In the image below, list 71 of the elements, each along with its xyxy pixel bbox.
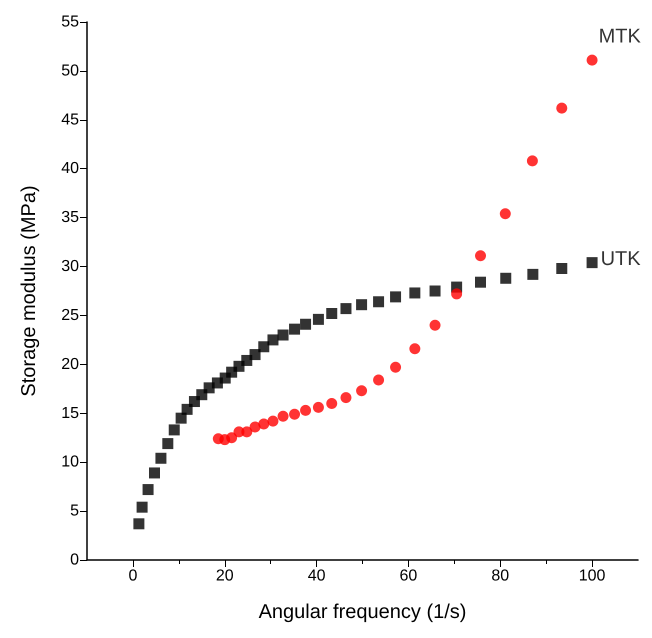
- x-tick-label: 80: [491, 568, 510, 584]
- point: [340, 303, 352, 314]
- x-tick-label: 20: [216, 568, 234, 584]
- x-tick-label: 40: [308, 568, 326, 584]
- point: [430, 286, 441, 296]
- point: [278, 410, 289, 422]
- y-tick-label: 40: [61, 160, 80, 178]
- point: [373, 374, 384, 386]
- point: [168, 424, 180, 436]
- point: [340, 392, 352, 404]
- point: [526, 155, 538, 166]
- y-tick-label: 20: [61, 356, 80, 373]
- x-tick-label: 60: [400, 568, 418, 584]
- y-axis-title: Storage modulus (MPa): [18, 185, 40, 397]
- point: [475, 250, 486, 262]
- point: [148, 467, 160, 478]
- point: [136, 502, 148, 513]
- point: [451, 288, 462, 300]
- point: [356, 385, 368, 396]
- point: [155, 452, 166, 464]
- y-tick-label: 50: [61, 62, 80, 80]
- point: [267, 416, 278, 427]
- series-label: UTK: [600, 248, 642, 270]
- y-tick-label: 30: [61, 258, 80, 276]
- point: [586, 54, 598, 66]
- point: [289, 324, 300, 335]
- point: [373, 296, 384, 308]
- point: [142, 484, 154, 496]
- y-tick-label: 25: [61, 306, 80, 324]
- point: [500, 208, 511, 220]
- y-tick-label: 5: [70, 502, 80, 520]
- point: [409, 343, 420, 354]
- point: [133, 518, 144, 530]
- point: [162, 438, 174, 450]
- point: [312, 402, 324, 413]
- point: [527, 268, 538, 280]
- point: [326, 398, 338, 409]
- x-axis-title: Angular frequency (1/s): [258, 601, 466, 623]
- y-tick-label: 0: [70, 552, 80, 568]
- point: [226, 432, 238, 444]
- point: [390, 291, 402, 302]
- point: [278, 330, 289, 341]
- point: [289, 408, 300, 420]
- point: [390, 362, 402, 373]
- point: [250, 421, 261, 432]
- point: [326, 308, 338, 319]
- point: [556, 263, 568, 274]
- y-tick-label: 15: [61, 404, 80, 422]
- point: [300, 318, 312, 330]
- y-tick-label: 10: [61, 454, 80, 471]
- point: [556, 102, 568, 114]
- point: [258, 418, 270, 430]
- y-tick-label: 45: [61, 111, 80, 128]
- point: [356, 299, 368, 310]
- point: [430, 320, 441, 331]
- point: [586, 257, 598, 268]
- x-tick-label: 0: [128, 568, 138, 584]
- point: [312, 314, 324, 325]
- point: [409, 287, 420, 298]
- point: [241, 426, 252, 438]
- series-label: MTK: [598, 26, 642, 48]
- point: [500, 272, 512, 284]
- x-tick-label: 100: [578, 568, 606, 584]
- point: [475, 276, 486, 288]
- point: [258, 341, 270, 352]
- point: [250, 349, 261, 360]
- point: [182, 404, 193, 415]
- point: [267, 334, 278, 346]
- y-tick-label: 35: [61, 209, 80, 226]
- point: [300, 404, 312, 416]
- y-tick-label: 55: [61, 14, 80, 30]
